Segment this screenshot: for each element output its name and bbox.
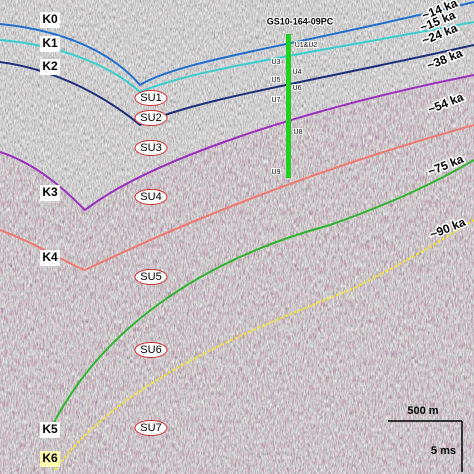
unit-label: SU3 <box>140 142 161 154</box>
horizon-k1 <box>0 21 474 94</box>
horizon-label-box <box>40 36 60 52</box>
horizon-label-box <box>40 250 60 266</box>
horizon-label: K1 <box>42 36 58 50</box>
unit-label-box <box>134 269 168 285</box>
horizon-k3 <box>0 74 474 212</box>
unit-label-box <box>134 90 168 106</box>
core-unit-label: U5 <box>272 77 281 84</box>
horizon-label: K5 <box>42 422 58 436</box>
unit-label: SU4 <box>140 191 161 203</box>
horizon-k5 <box>49 159 474 431</box>
core-unit-label: U8 <box>294 129 303 136</box>
core-unit-label: U4 <box>293 69 302 76</box>
core-unit-label: U9 <box>272 169 281 176</box>
horizon-label-box <box>40 12 60 28</box>
horizon-label: K6 <box>42 451 58 465</box>
unit-label-box <box>134 140 168 156</box>
horizon-label-box <box>40 451 60 467</box>
core-unit-label: U7 <box>272 97 281 104</box>
scale-horizontal: 500 m <box>407 405 438 417</box>
unit-label: SU2 <box>140 112 161 124</box>
horizon-label-box <box>40 422 60 438</box>
core-unit-label: U1&U2 <box>295 42 318 49</box>
core-unit-label: U3 <box>272 59 281 66</box>
unit-label-box <box>134 420 168 436</box>
core-unit-label: U6 <box>293 85 302 92</box>
unit-label-box <box>134 342 168 358</box>
horizon-label: K4 <box>42 250 58 264</box>
unit-label: SU6 <box>140 344 161 356</box>
horizon-label: K2 <box>42 59 58 73</box>
unit-label-box <box>134 189 168 205</box>
horizon-label: K0 <box>42 12 58 26</box>
horizon-k6 <box>54 219 474 471</box>
horizon-label-box <box>40 59 60 75</box>
horizon-label-box <box>40 185 60 201</box>
unit-label: SU7 <box>140 422 161 434</box>
unit-label: SU5 <box>140 271 161 283</box>
scale-vertical: 5 ms <box>431 445 456 457</box>
unit-label: SU1 <box>140 92 161 104</box>
horizon-label: K3 <box>42 185 58 199</box>
core-location <box>286 34 291 178</box>
unit-label-box <box>134 110 168 126</box>
horizon-k0 <box>0 1 474 87</box>
core-label: GS10-164-09PC <box>267 16 334 26</box>
